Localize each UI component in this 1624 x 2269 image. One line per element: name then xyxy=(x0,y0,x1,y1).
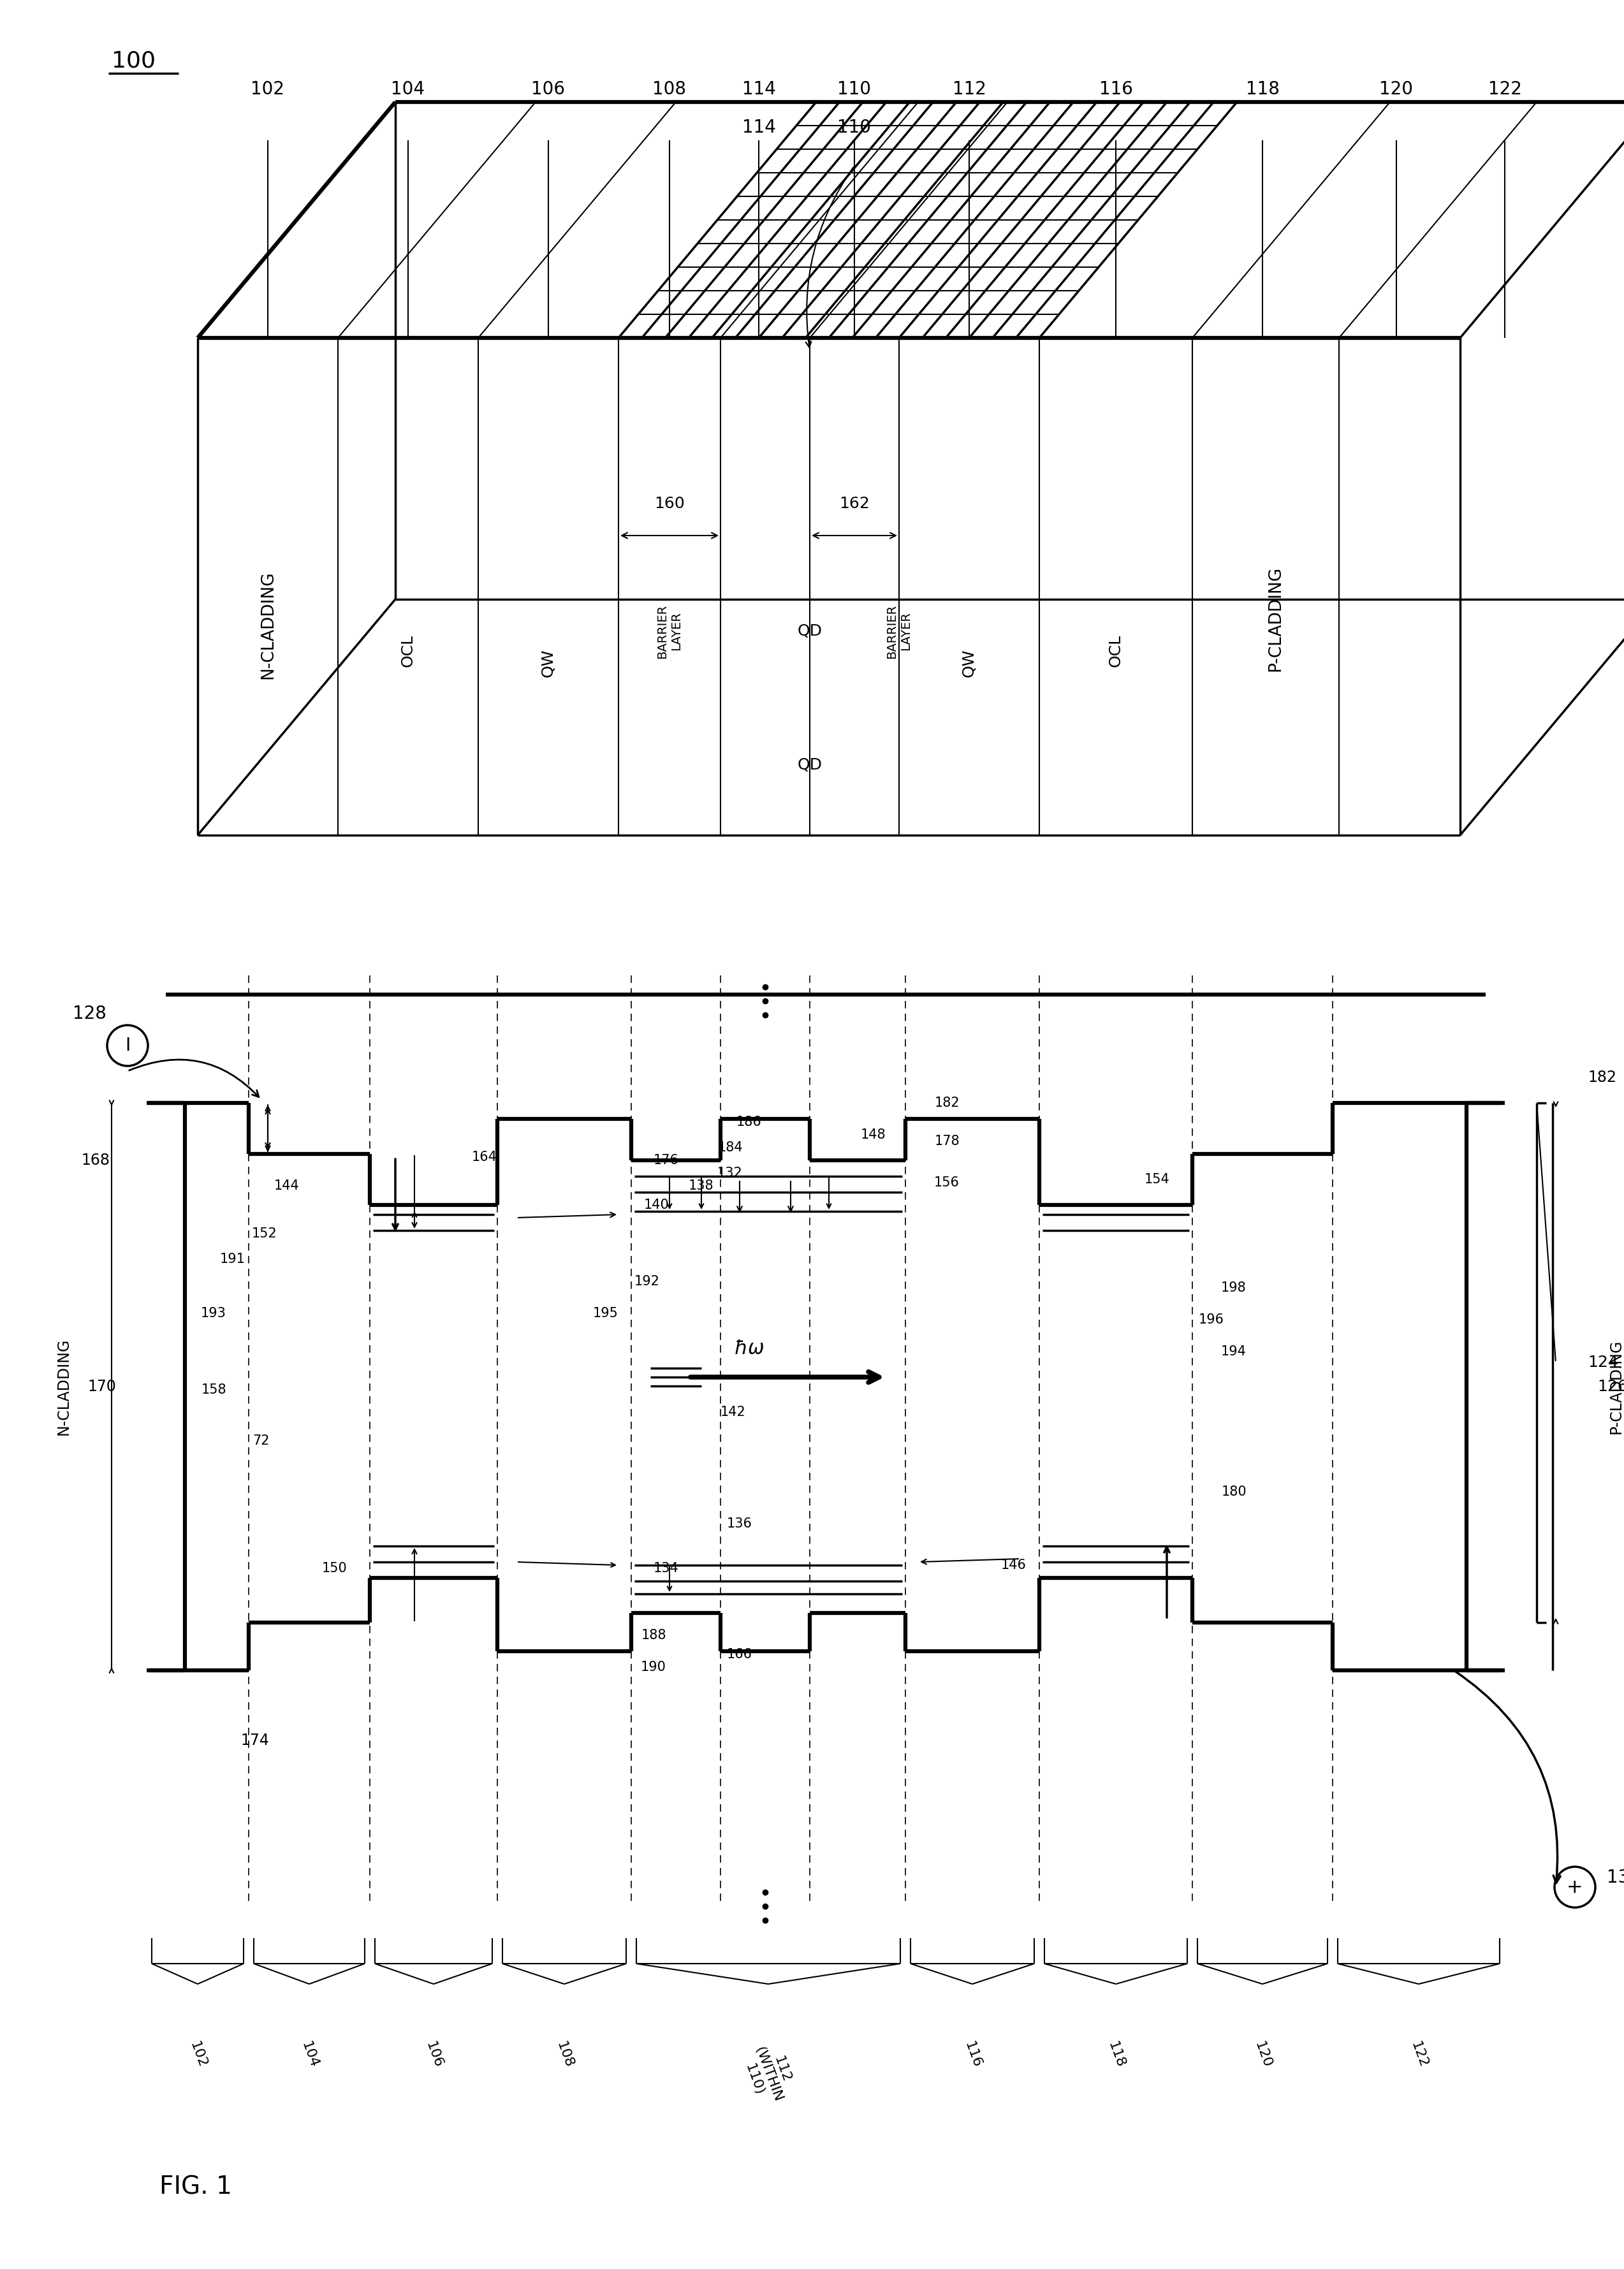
Text: 110: 110 xyxy=(838,118,872,136)
Text: 162: 162 xyxy=(840,497,870,511)
Text: 144: 144 xyxy=(274,1180,299,1191)
Text: 124: 124 xyxy=(1588,1355,1618,1370)
Text: 104: 104 xyxy=(391,79,425,98)
Text: 170: 170 xyxy=(88,1380,117,1393)
Text: 140: 140 xyxy=(645,1198,669,1212)
Text: 116: 116 xyxy=(961,2040,983,2069)
Text: 198: 198 xyxy=(1221,1282,1247,1293)
Text: 114: 114 xyxy=(742,79,776,98)
Text: 196: 196 xyxy=(1199,1314,1224,1325)
Text: QW: QW xyxy=(541,649,555,676)
Text: N-CLADDING: N-CLADDING xyxy=(260,572,276,678)
Text: 104: 104 xyxy=(299,2040,320,2069)
Text: 102: 102 xyxy=(187,2040,208,2069)
Text: BARRIER
LAYER: BARRIER LAYER xyxy=(656,604,682,658)
Text: +: + xyxy=(1567,1879,1583,1897)
Text: 192: 192 xyxy=(635,1275,659,1289)
Text: 194: 194 xyxy=(1221,1346,1247,1357)
Text: 136: 136 xyxy=(728,1518,752,1529)
Text: 184: 184 xyxy=(718,1141,742,1155)
Text: $\hbar\omega$: $\hbar\omega$ xyxy=(734,1339,765,1357)
Text: 118: 118 xyxy=(1106,2040,1127,2069)
Text: 138: 138 xyxy=(689,1180,715,1191)
Text: 152: 152 xyxy=(252,1228,278,1241)
Text: 128: 128 xyxy=(73,1005,106,1023)
Text: 120: 120 xyxy=(1379,79,1413,98)
Text: 178: 178 xyxy=(934,1134,960,1148)
Text: N-CLADDING: N-CLADDING xyxy=(57,1339,71,1436)
Text: 100: 100 xyxy=(112,50,156,70)
Text: 195: 195 xyxy=(593,1307,619,1321)
Text: OCL: OCL xyxy=(401,633,416,667)
Text: 191: 191 xyxy=(219,1252,245,1266)
Text: 180: 180 xyxy=(1221,1486,1246,1498)
Text: 72: 72 xyxy=(253,1434,270,1448)
Text: QD: QD xyxy=(797,624,822,640)
Text: 193: 193 xyxy=(201,1307,226,1321)
Text: 142: 142 xyxy=(721,1407,745,1418)
Text: 186: 186 xyxy=(737,1116,762,1128)
Text: 146: 146 xyxy=(1000,1559,1026,1572)
Text: 168: 168 xyxy=(81,1153,110,1169)
Text: 134: 134 xyxy=(653,1561,679,1575)
Text: 120: 120 xyxy=(1252,2040,1273,2069)
Text: 156: 156 xyxy=(934,1175,960,1189)
Text: QW: QW xyxy=(961,649,976,676)
Text: 164: 164 xyxy=(473,1150,497,1164)
Text: BARRIER
LAYER: BARRIER LAYER xyxy=(887,604,913,658)
Text: 114: 114 xyxy=(742,118,776,136)
Text: 110: 110 xyxy=(838,79,872,98)
Text: 150: 150 xyxy=(322,1561,348,1575)
Text: 126: 126 xyxy=(1598,1380,1624,1393)
Text: 182: 182 xyxy=(1588,1069,1616,1085)
Text: 122: 122 xyxy=(1488,79,1522,98)
Text: QD: QD xyxy=(797,758,822,774)
Text: 106: 106 xyxy=(422,2040,445,2069)
Text: 148: 148 xyxy=(861,1128,887,1141)
Text: FIG. 1: FIG. 1 xyxy=(159,2174,232,2199)
Text: 130: 130 xyxy=(1606,1870,1624,1886)
Text: 190: 190 xyxy=(641,1661,666,1675)
Text: 112
(WITHIN
110): 112 (WITHIN 110) xyxy=(739,2040,797,2108)
Text: 132: 132 xyxy=(718,1166,742,1180)
Text: OCL: OCL xyxy=(1108,633,1124,667)
Text: 174: 174 xyxy=(240,1734,270,1747)
Text: 108: 108 xyxy=(653,79,687,98)
Text: 116: 116 xyxy=(1099,79,1132,98)
Text: 166: 166 xyxy=(728,1647,752,1661)
Text: I: I xyxy=(125,1037,130,1055)
Text: P-CLADDING: P-CLADDING xyxy=(1267,565,1283,672)
Text: P-CLADDING: P-CLADDING xyxy=(1609,1339,1624,1434)
Text: 158: 158 xyxy=(201,1384,226,1395)
Text: 112: 112 xyxy=(952,79,986,98)
Text: 188: 188 xyxy=(641,1629,666,1643)
Text: 154: 154 xyxy=(1145,1173,1169,1187)
Text: 118: 118 xyxy=(1246,79,1280,98)
Text: 122: 122 xyxy=(1408,2040,1429,2069)
Text: 106: 106 xyxy=(531,79,565,98)
Text: 108: 108 xyxy=(554,2040,575,2069)
Text: 102: 102 xyxy=(250,79,284,98)
Text: 160: 160 xyxy=(654,497,685,511)
Text: 182: 182 xyxy=(934,1096,960,1110)
Text: 176: 176 xyxy=(653,1155,679,1166)
